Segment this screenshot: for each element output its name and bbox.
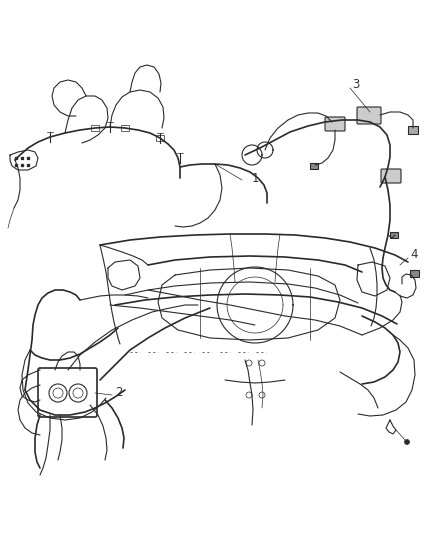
Bar — [156, 135, 164, 141]
Bar — [390, 232, 398, 238]
Bar — [310, 163, 318, 169]
Text: 4: 4 — [410, 248, 417, 262]
Bar — [91, 125, 99, 131]
FancyBboxPatch shape — [357, 107, 381, 124]
FancyBboxPatch shape — [325, 117, 345, 131]
Circle shape — [405, 440, 410, 445]
Text: 2: 2 — [115, 386, 123, 400]
FancyBboxPatch shape — [381, 169, 401, 183]
Bar — [121, 125, 129, 131]
Text: 1: 1 — [252, 172, 259, 184]
Bar — [408, 126, 418, 134]
Bar — [410, 270, 419, 277]
Text: 3: 3 — [352, 78, 359, 92]
